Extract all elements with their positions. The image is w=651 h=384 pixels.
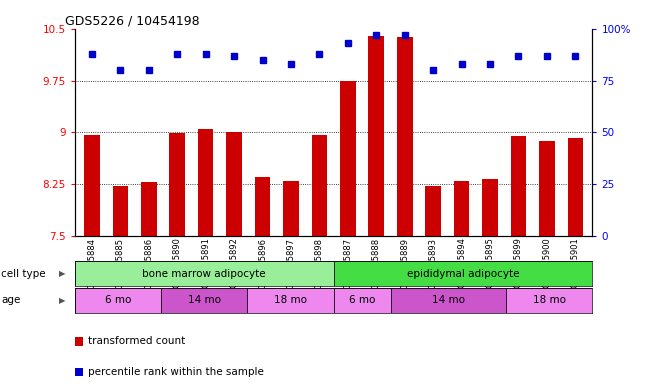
Bar	[227, 132, 242, 236]
Bar	[169, 133, 185, 236]
Text: 6 mo: 6 mo	[105, 295, 132, 306]
Text: percentile rank within the sample: percentile rank within the sample	[88, 367, 264, 377]
Bar	[161, 288, 247, 313]
Text: cell type: cell type	[1, 268, 46, 279]
Bar	[312, 134, 327, 236]
Bar	[568, 138, 583, 236]
Bar	[391, 288, 506, 313]
Bar	[141, 182, 157, 236]
Bar	[510, 136, 526, 236]
Bar	[247, 288, 333, 313]
Text: bone marrow adipocyte: bone marrow adipocyte	[143, 268, 266, 279]
Text: 14 mo: 14 mo	[187, 295, 221, 306]
Text: ▶: ▶	[59, 269, 65, 278]
Bar	[425, 186, 441, 236]
Bar	[75, 261, 333, 286]
Bar	[255, 177, 270, 236]
Bar	[333, 288, 391, 313]
Text: transformed count: transformed count	[88, 336, 185, 346]
Bar	[198, 129, 214, 236]
Text: 14 mo: 14 mo	[432, 295, 465, 306]
Bar	[113, 186, 128, 236]
Text: 6 mo: 6 mo	[349, 295, 376, 306]
Bar	[333, 261, 592, 286]
Bar	[539, 141, 555, 236]
Text: epididymal adipocyte: epididymal adipocyte	[407, 268, 519, 279]
Bar	[482, 179, 498, 236]
Text: age: age	[1, 295, 21, 306]
Bar	[506, 288, 592, 313]
Bar	[454, 181, 469, 236]
Text: GDS5226 / 10454198: GDS5226 / 10454198	[64, 15, 199, 28]
Bar	[368, 36, 384, 236]
Text: 18 mo: 18 mo	[533, 295, 566, 306]
Bar	[340, 81, 355, 236]
Bar	[84, 134, 100, 236]
Bar	[75, 288, 161, 313]
Text: ▶: ▶	[59, 296, 65, 305]
Bar	[397, 37, 413, 236]
Text: 18 mo: 18 mo	[274, 295, 307, 306]
Bar	[283, 181, 299, 236]
